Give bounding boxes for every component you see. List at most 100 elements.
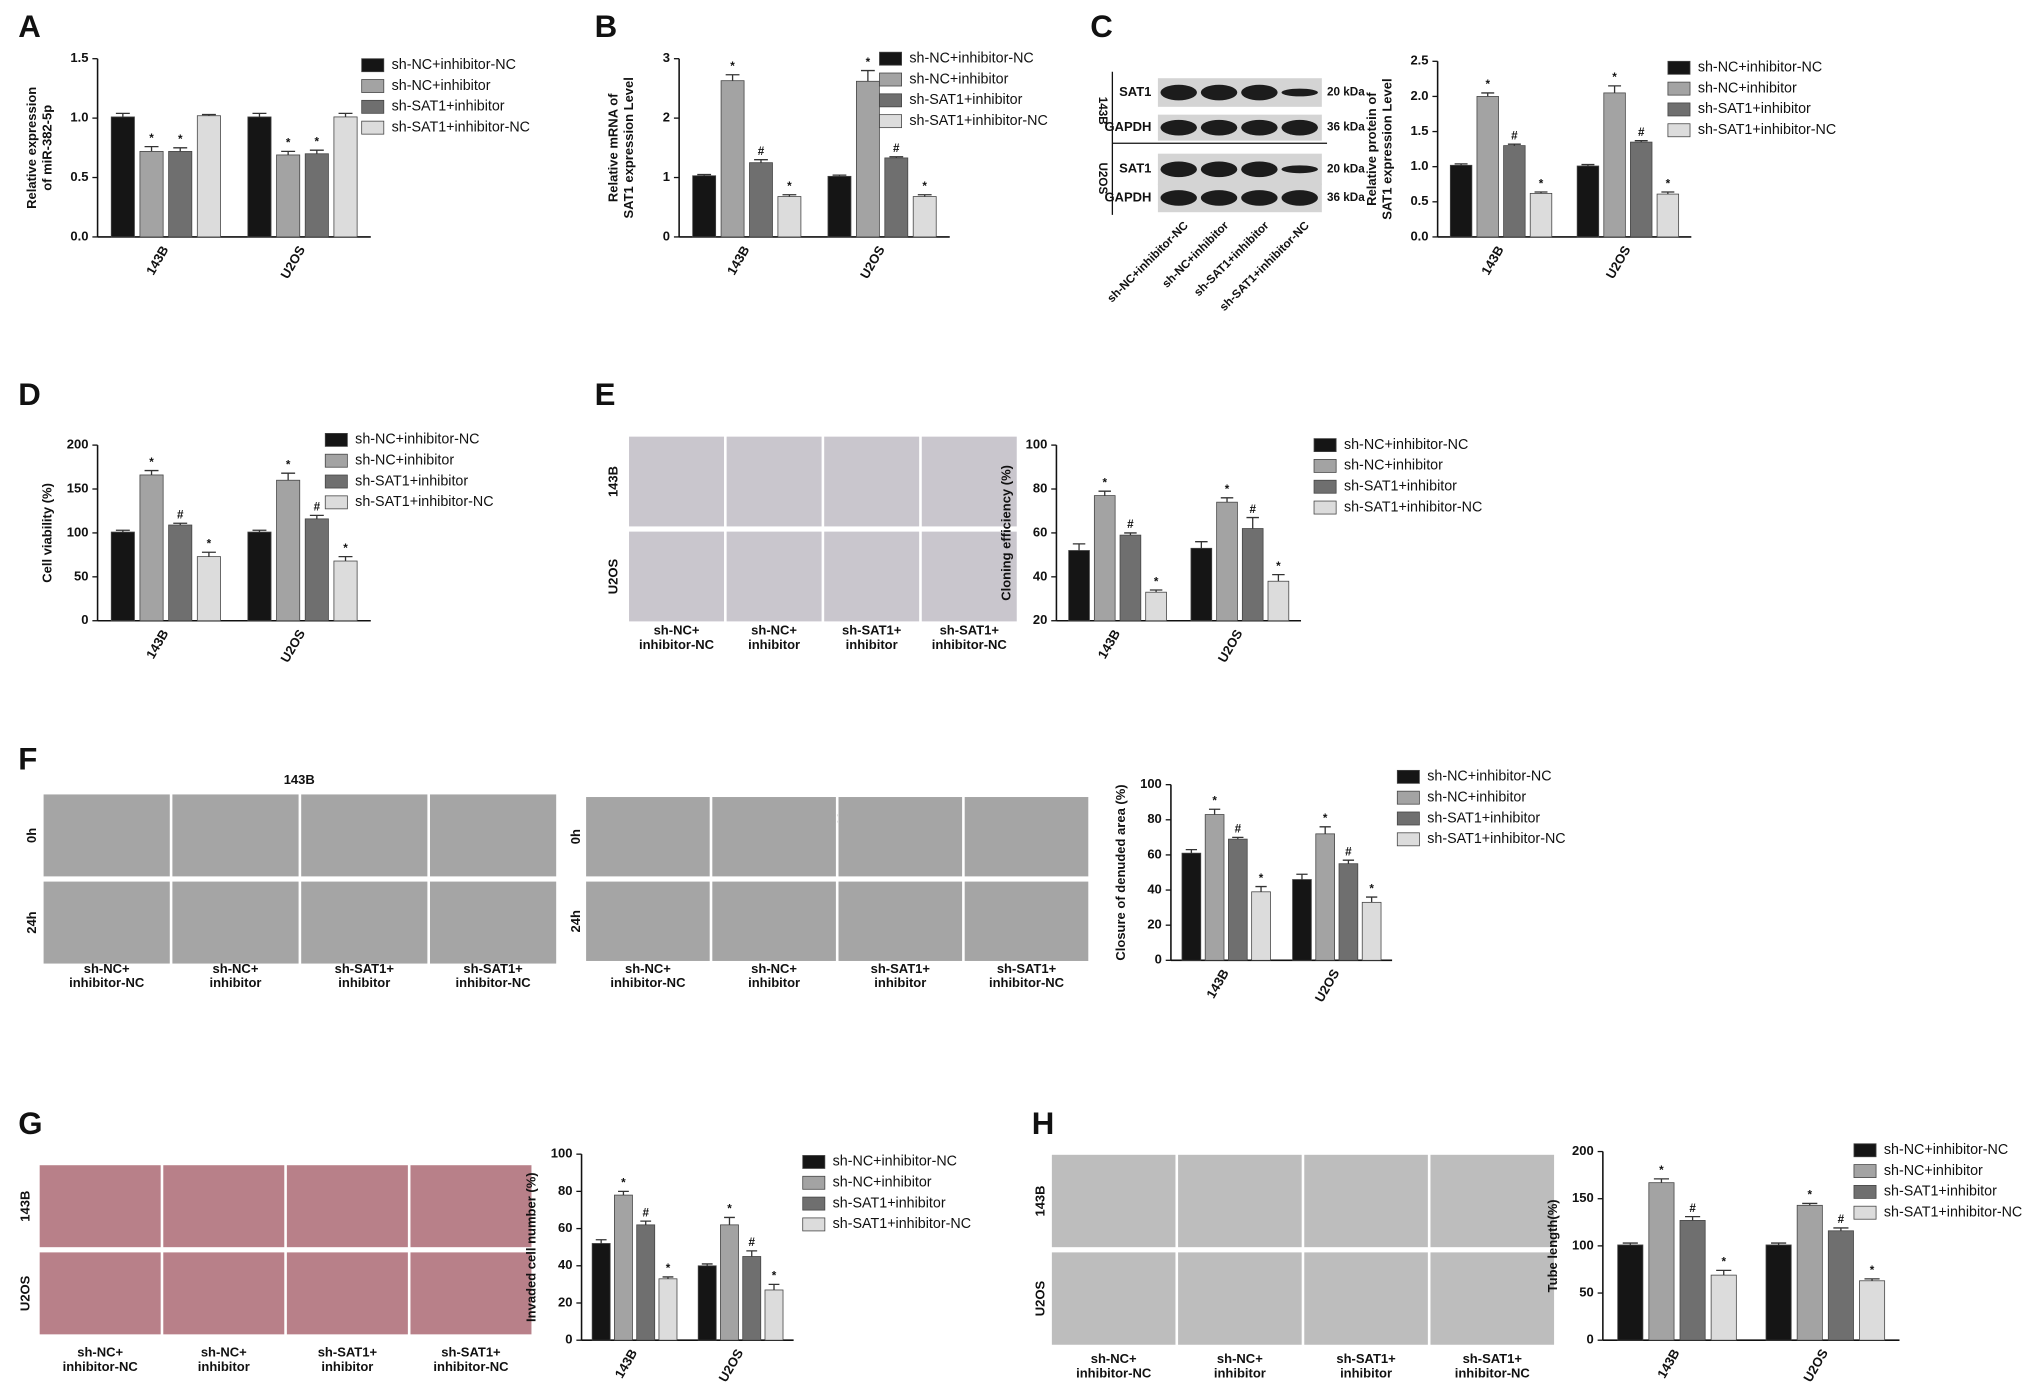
micrograph — [42, 793, 172, 878]
legend-label: sh-SAT1+inhibitor — [1884, 1184, 1997, 1200]
image-column-label: sh-SAT1+ — [871, 961, 931, 976]
legend-swatch — [1667, 81, 1691, 96]
error-bar — [1622, 1242, 1638, 1245]
blot-band — [1281, 165, 1318, 174]
image-column-label: inhibitor — [1214, 1365, 1266, 1380]
error-bar — [1185, 849, 1198, 854]
legend-label: sh-SAT1+inhibitor — [355, 473, 468, 489]
blot-band — [1200, 84, 1238, 101]
image-column-label: inhibitor-NC — [456, 975, 532, 990]
significance-mark: * — [621, 1177, 626, 1190]
legend-swatch — [1396, 790, 1420, 805]
y-tick-label: 1.0 — [1410, 158, 1428, 173]
significance-mark: * — [1539, 177, 1544, 190]
error-bar — [144, 469, 159, 475]
micrograph — [711, 795, 838, 878]
error-bar — [252, 112, 267, 117]
image-row-label: U2OS — [17, 1275, 32, 1311]
image-column-label: sh-SAT1+ — [318, 1345, 378, 1360]
bar — [1181, 852, 1202, 961]
image-column-label: sh-NC+ — [751, 961, 797, 976]
y-axis-label: Invaded cell number (%) — [524, 1172, 539, 1322]
micrograph — [161, 1251, 286, 1336]
legend-swatch — [1667, 123, 1691, 138]
bar — [1503, 145, 1526, 238]
bar — [614, 1194, 633, 1341]
significance-mark: # — [1235, 823, 1242, 836]
error-bar — [697, 173, 712, 176]
micrograph — [822, 530, 921, 623]
image-column-label: sh-NC+ — [1091, 1351, 1137, 1366]
bar — [658, 1278, 678, 1341]
error-bar — [618, 1190, 629, 1196]
y-tick-label: 60 — [1147, 846, 1161, 861]
x-tick-label: 143B — [1478, 243, 1507, 277]
bar — [1617, 1244, 1644, 1341]
panel-label: H — [1032, 1106, 1055, 1141]
x-tick-label: 143B — [1095, 627, 1124, 661]
image-column-label: sh-SAT1+ — [1463, 1351, 1523, 1366]
legend-swatch — [324, 495, 348, 510]
bar — [720, 1224, 739, 1341]
x-tick-label: 143B — [1654, 1346, 1683, 1380]
bar — [1216, 501, 1238, 622]
error-bar — [173, 147, 188, 152]
micrograph — [822, 435, 921, 528]
image-column-label: inhibitor-NC — [932, 637, 1008, 652]
y-tick-label: 2.0 — [1410, 88, 1428, 103]
error-bar — [1481, 92, 1495, 97]
x-tick-label: 143B — [612, 1346, 641, 1380]
micrograph — [285, 1251, 410, 1336]
legend-label: sh-SAT1+inhibitor-NC — [833, 1216, 971, 1232]
legend-label: sh-SAT1+inhibitor-NC — [1698, 122, 1836, 138]
blot-band — [1241, 119, 1278, 136]
image-column-label: sh-NC+ — [213, 961, 259, 976]
bar — [110, 116, 135, 238]
bar — [110, 531, 135, 622]
error-bar — [1653, 1178, 1670, 1183]
y-tick-label: 20 — [1147, 917, 1161, 932]
significance-mark: * — [1485, 78, 1490, 91]
image-column-label: inhibitor — [874, 975, 926, 990]
legend-swatch — [1853, 1164, 1877, 1178]
bar — [1449, 164, 1473, 238]
error-bar — [115, 529, 130, 533]
blot-row-label: SAT1 — [1119, 84, 1151, 99]
error-bar — [252, 529, 267, 533]
error-bar — [724, 1216, 735, 1225]
y-tick-label: 80 — [1147, 811, 1161, 826]
error-bar — [1246, 516, 1259, 529]
y-tick-label: 0 — [1587, 1332, 1594, 1347]
y-tick-label: 1.5 — [1410, 123, 1428, 138]
bar — [1765, 1244, 1792, 1341]
significance-mark: # — [642, 1206, 649, 1219]
micrograph — [409, 1163, 533, 1249]
bar — [1656, 193, 1680, 238]
legend-label: sh-NC+inhibitor-NC — [1698, 60, 1822, 76]
panel-label: F — [18, 741, 37, 776]
image-column-label: inhibitor — [1340, 1365, 1392, 1380]
y-tick-label: 0 — [565, 1332, 572, 1347]
error-bar — [1507, 143, 1521, 146]
micrograph — [725, 530, 823, 623]
legend-label: sh-NC+inhibitor-NC — [392, 57, 516, 73]
error-bar — [173, 522, 188, 526]
error-bar — [1685, 1215, 1701, 1221]
legend-swatch — [1667, 102, 1691, 117]
image-column-label: sh-NC+ — [1217, 1351, 1263, 1366]
blot-band — [1241, 161, 1278, 178]
blot-band — [1281, 88, 1318, 97]
legend-label: sh-SAT1+inhibitor — [1344, 479, 1457, 495]
error-bar — [1098, 490, 1111, 496]
legend-swatch — [324, 453, 348, 468]
significance-mark: * — [1225, 483, 1230, 496]
error-bar — [309, 514, 324, 519]
y-axis-label: Relative mRNA of — [606, 93, 621, 202]
bar — [1315, 833, 1335, 961]
y-axis-label: SAT1 expression Level — [621, 77, 636, 218]
micrograph — [171, 880, 300, 965]
x-tick-label: U2OS — [1215, 627, 1246, 665]
image-column-label: inhibitor — [846, 637, 898, 652]
legend-swatch — [361, 79, 385, 93]
